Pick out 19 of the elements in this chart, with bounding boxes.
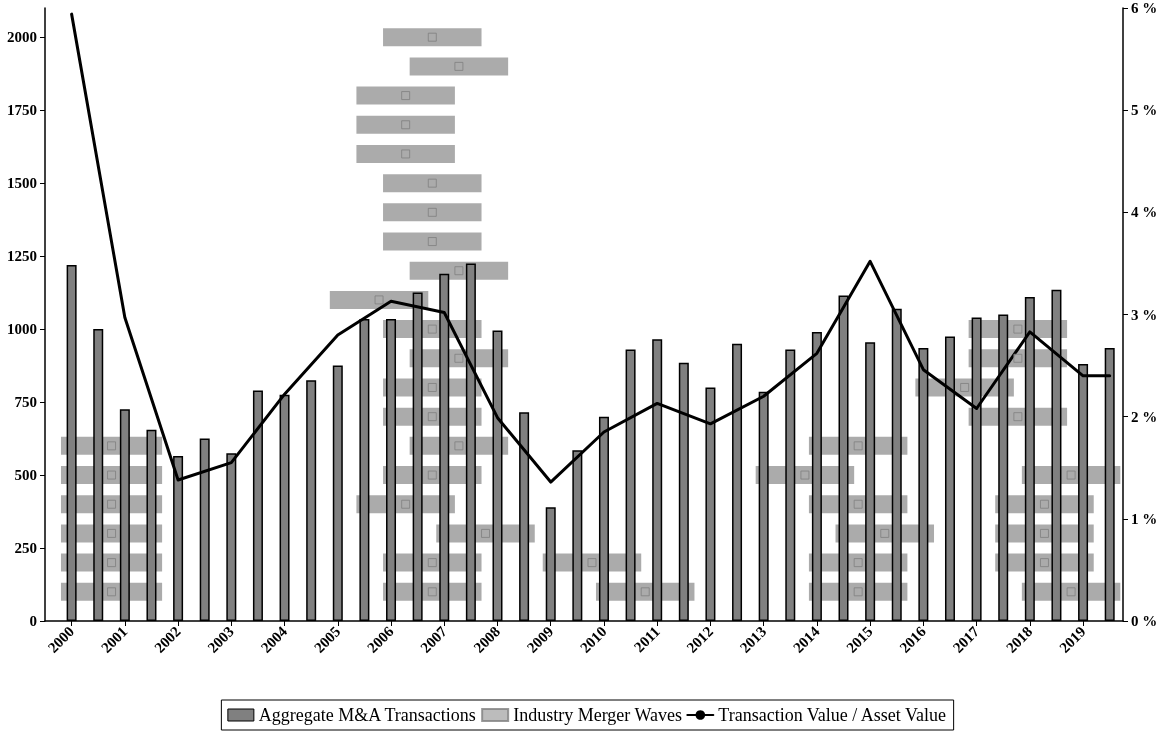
y-tick-label: 1500 <box>7 175 37 192</box>
y-tick-label: 500 <box>14 467 37 484</box>
y-tick-label: 2000 <box>7 29 37 46</box>
y2-tick-label: 1 % <box>1131 510 1158 527</box>
y2-tick-label: 2 % <box>1131 408 1158 425</box>
y2-tick-label: 3 % <box>1131 306 1158 323</box>
y-tick-label: 1250 <box>7 248 37 265</box>
y-tick-label: 1750 <box>7 102 37 119</box>
legend-label: Transaction Value / Asset Value <box>718 705 946 725</box>
y-tick-label: 1000 <box>7 321 37 338</box>
legend-label: Industry Merger Waves <box>513 705 683 725</box>
y2-tick-label: 5 % <box>1131 102 1158 119</box>
y2-tick-label: 4 % <box>1131 204 1158 221</box>
y-tick-label: 250 <box>14 540 37 557</box>
y2-tick-label: 6 % <box>1131 0 1158 16</box>
y-tick-label: 750 <box>14 394 37 411</box>
y-tick-label: 0 <box>29 613 37 629</box>
y2-tick-label: 0 % <box>1131 613 1158 629</box>
legend-label: Aggregate M&A Transactions <box>258 705 476 725</box>
